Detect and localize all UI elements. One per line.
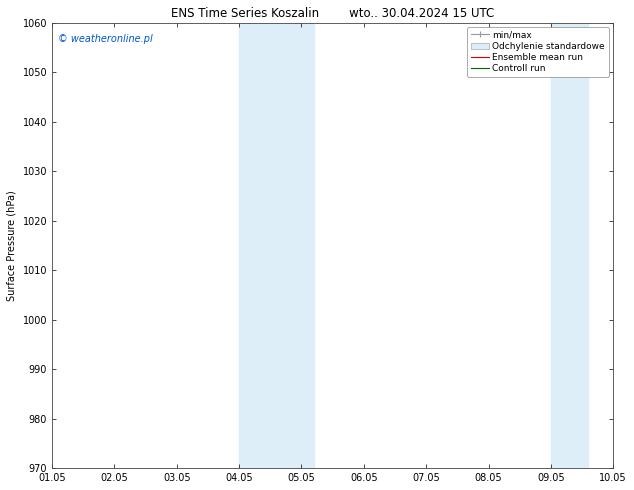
Legend: min/max, Odchylenie standardowe, Ensemble mean run, Controll run: min/max, Odchylenie standardowe, Ensembl… (467, 27, 609, 77)
Title: ENS Time Series Koszalin        wto.. 30.04.2024 15 UTC: ENS Time Series Koszalin wto.. 30.04.202… (171, 7, 495, 20)
Bar (551, 23, 588, 468)
Bar (239, 23, 314, 468)
Text: © weatheronline.pl: © weatheronline.pl (58, 34, 152, 44)
Y-axis label: Surface Pressure (hPa): Surface Pressure (hPa) (7, 190, 17, 301)
